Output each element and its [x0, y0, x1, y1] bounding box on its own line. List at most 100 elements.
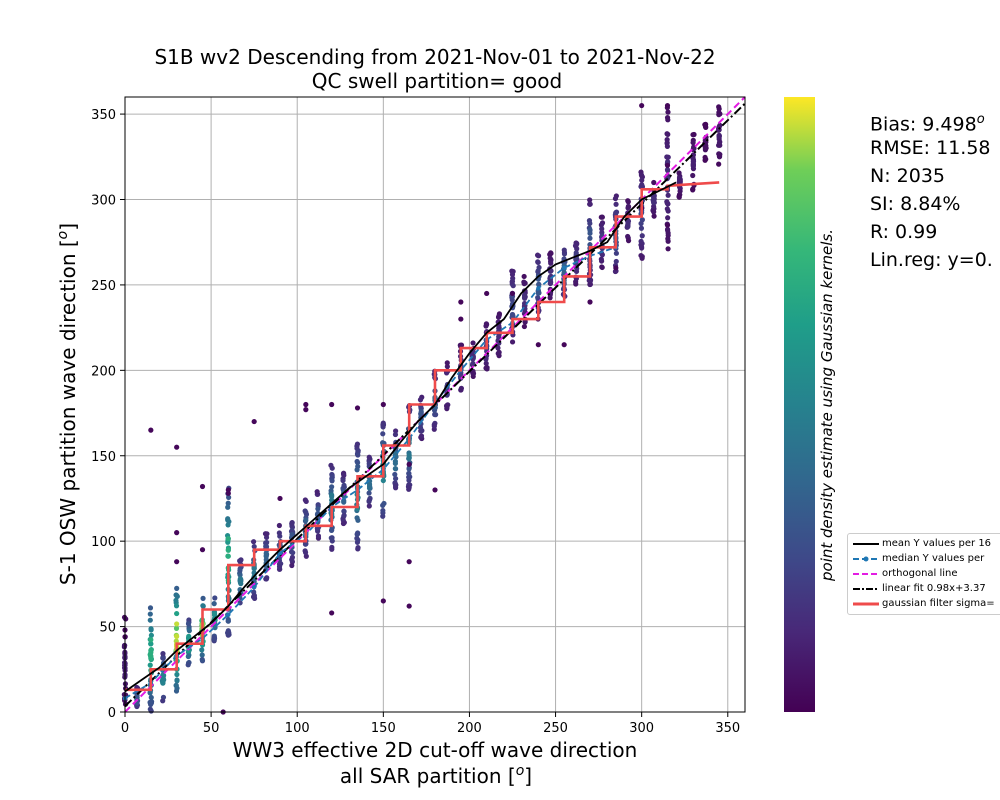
legend-label-mean: mean Y values per 16	[882, 538, 992, 549]
stat-linreg: Lin.reg: y=0.	[870, 249, 993, 271]
x-tick-label: 300	[629, 721, 654, 736]
scatter-point	[665, 230, 671, 236]
legend-swatch-median	[853, 556, 879, 562]
scatter-point	[355, 452, 361, 458]
scatter-point	[303, 498, 309, 505]
scatter-point	[509, 271, 516, 278]
scatter-point	[251, 418, 257, 425]
legend-label-linear-fit: linear fit 0.98x+3.37	[882, 583, 986, 594]
scatter-point	[329, 493, 335, 500]
x-tick-label: 50	[203, 721, 220, 736]
scatter-point	[276, 522, 282, 529]
scatter-point	[509, 278, 516, 284]
median-marker	[561, 265, 567, 271]
scatter-point	[587, 299, 593, 305]
scatter-point	[147, 617, 153, 623]
legend-swatch-orthogonal	[853, 573, 879, 575]
scatter-point	[366, 490, 372, 496]
scatter-point	[199, 656, 205, 663]
scatter-point	[354, 539, 361, 545]
scatter-point	[457, 342, 463, 348]
scatter-point	[225, 630, 231, 636]
scatter-point	[433, 412, 439, 418]
scatter-point	[174, 530, 180, 536]
scatter-point	[289, 528, 295, 534]
scatter-point	[690, 139, 696, 146]
scatter-point	[303, 509, 309, 515]
scatter-point	[328, 462, 334, 468]
scatter-point	[587, 277, 594, 283]
y-tick-label: 100	[91, 535, 116, 550]
scatter-point	[572, 243, 579, 249]
scatter-point	[329, 474, 335, 480]
scatter-point	[406, 454, 412, 460]
scatter-point	[406, 603, 412, 609]
scatter-point	[702, 145, 708, 151]
scatter-point	[185, 653, 191, 660]
scatter-point	[587, 281, 593, 288]
scatter-point	[225, 536, 231, 542]
scatter-point	[355, 463, 361, 470]
median-marker	[536, 286, 541, 291]
scatter-point	[717, 139, 723, 145]
scatter-point	[521, 300, 528, 307]
x-axis-ticks: 0 50 100 150 200 250 300 350	[121, 712, 740, 736]
scatter-point	[458, 299, 464, 305]
scatter-point	[355, 544, 361, 551]
scatter-point	[226, 519, 232, 525]
scatter-point	[599, 226, 605, 232]
scatter-point	[664, 154, 670, 160]
y-tick-label: 350	[91, 108, 116, 123]
scatter-point	[587, 220, 593, 227]
scatter-point	[174, 559, 180, 565]
x-tick-label: 250	[543, 721, 568, 736]
scatter-point	[613, 250, 619, 256]
median-line	[124, 246, 617, 700]
scatter-point	[458, 316, 464, 322]
legend-item-median: median Y values per	[848, 551, 1000, 567]
scatter-point	[329, 478, 335, 484]
scatter-point	[200, 603, 206, 609]
scatter-point	[561, 247, 567, 253]
scatter-point	[251, 594, 257, 600]
legend: mean Y values per 16 median Y values per…	[847, 533, 1000, 615]
scatter-point	[535, 268, 541, 274]
scatter-point	[314, 489, 320, 495]
scatter-point	[444, 404, 450, 410]
scatter-point	[665, 236, 671, 242]
scatter-point	[587, 230, 593, 236]
scatter-point	[638, 244, 645, 250]
scatter-point	[380, 598, 386, 604]
legend-item-gaussian: gaussian filter sigma=	[848, 596, 1000, 612]
scatter-point	[665, 117, 671, 123]
scatter-point	[341, 472, 347, 478]
scatter-point	[329, 484, 335, 490]
scatter-point	[174, 610, 180, 617]
x-tick-label: 100	[285, 721, 310, 736]
scatter-point	[638, 225, 645, 231]
y-tick-label: 250	[91, 279, 116, 294]
scatter-point	[535, 342, 541, 348]
scatter-point	[444, 360, 450, 366]
scatter-point	[289, 562, 295, 569]
scatter-point	[432, 487, 438, 493]
scatter-point	[174, 633, 180, 640]
scatter-point	[598, 222, 604, 228]
scatter-point	[211, 635, 218, 641]
scatter-point	[226, 494, 232, 500]
scatter-point	[509, 313, 516, 319]
scatter-point	[148, 694, 154, 701]
y-tick-label: 50	[99, 621, 116, 636]
stat-r: R: 0.99	[870, 221, 938, 243]
scatter-point	[587, 201, 593, 207]
scatter-point	[406, 559, 412, 565]
chart-title-line2: QC swell partition= good	[312, 69, 562, 93]
scatter-point	[483, 365, 489, 371]
scatter-point	[665, 192, 671, 198]
scatter-point	[354, 441, 361, 447]
x-tick-label: 350	[715, 721, 740, 736]
scatter-point	[690, 159, 696, 165]
scatter-point	[199, 483, 206, 490]
scatter-point	[277, 495, 283, 502]
scatter-point	[329, 610, 335, 616]
